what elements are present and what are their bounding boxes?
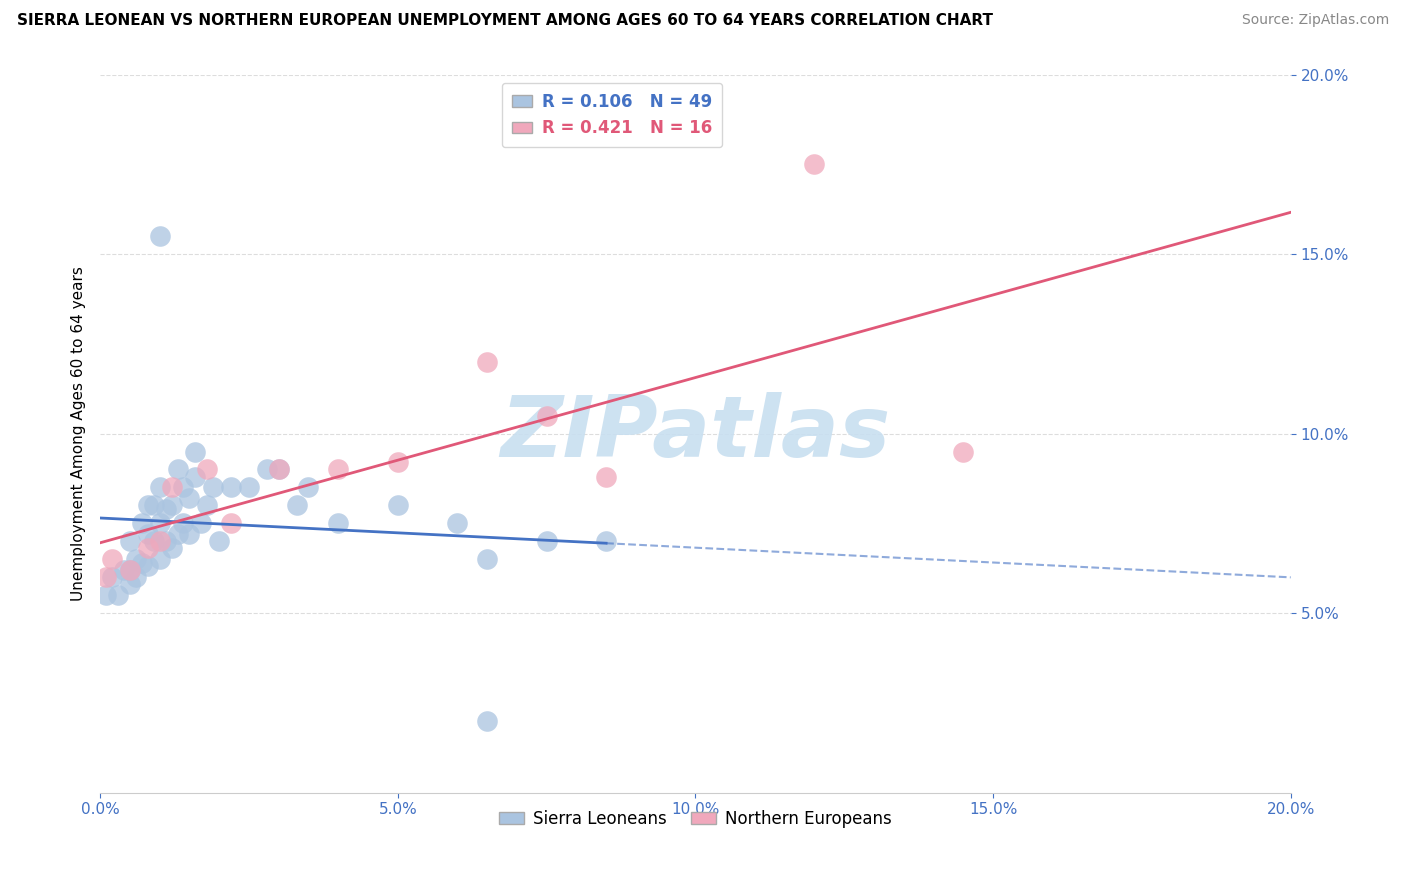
Text: SIERRA LEONEAN VS NORTHERN EUROPEAN UNEMPLOYMENT AMONG AGES 60 TO 64 YEARS CORRE: SIERRA LEONEAN VS NORTHERN EUROPEAN UNEM…	[17, 13, 993, 29]
Text: Source: ZipAtlas.com: Source: ZipAtlas.com	[1241, 13, 1389, 28]
Point	[136, 541, 159, 556]
Point	[118, 577, 141, 591]
Point	[149, 229, 172, 244]
Y-axis label: Unemployment Among Ages 60 to 64 years: Unemployment Among Ages 60 to 64 years	[72, 266, 86, 601]
Point	[166, 462, 188, 476]
Point	[328, 516, 350, 531]
Point	[155, 502, 177, 516]
Point	[160, 499, 183, 513]
Point	[107, 588, 129, 602]
Point	[179, 527, 201, 541]
Text: ZIPatlas: ZIPatlas	[501, 392, 890, 475]
Point	[136, 499, 159, 513]
Point	[166, 527, 188, 541]
Point	[267, 462, 290, 476]
Point	[149, 516, 172, 531]
Point	[155, 534, 177, 549]
Point	[202, 480, 225, 494]
Point	[195, 499, 218, 513]
Point	[101, 570, 124, 584]
Point	[256, 462, 278, 476]
Point	[125, 552, 148, 566]
Point	[142, 534, 165, 549]
Point	[149, 552, 172, 566]
Point	[536, 409, 558, 423]
Point	[149, 480, 172, 494]
Point	[136, 527, 159, 541]
Point	[172, 480, 194, 494]
Point	[184, 444, 207, 458]
Point	[219, 480, 242, 494]
Point	[387, 499, 409, 513]
Point	[238, 480, 260, 494]
Point	[328, 462, 350, 476]
Point	[219, 516, 242, 531]
Point	[387, 455, 409, 469]
Point	[142, 499, 165, 513]
Point	[195, 462, 218, 476]
Point	[952, 444, 974, 458]
Point	[475, 714, 498, 728]
Point	[118, 534, 141, 549]
Point	[803, 157, 825, 171]
Point	[94, 588, 117, 602]
Point	[208, 534, 231, 549]
Point	[131, 556, 153, 570]
Point	[172, 516, 194, 531]
Point	[125, 570, 148, 584]
Point	[131, 516, 153, 531]
Point	[267, 462, 290, 476]
Point	[179, 491, 201, 506]
Point	[475, 355, 498, 369]
Point	[595, 469, 617, 483]
Point	[160, 480, 183, 494]
Point	[160, 541, 183, 556]
Point	[112, 563, 135, 577]
Point	[297, 480, 319, 494]
Point	[149, 534, 172, 549]
Legend: Sierra Leoneans, Northern Europeans: Sierra Leoneans, Northern Europeans	[492, 804, 898, 835]
Point	[285, 499, 308, 513]
Point	[536, 534, 558, 549]
Point	[118, 563, 141, 577]
Point	[118, 563, 141, 577]
Point	[136, 559, 159, 574]
Point	[184, 469, 207, 483]
Point	[595, 534, 617, 549]
Point	[190, 516, 212, 531]
Point	[101, 552, 124, 566]
Point	[475, 552, 498, 566]
Point	[446, 516, 468, 531]
Point	[94, 570, 117, 584]
